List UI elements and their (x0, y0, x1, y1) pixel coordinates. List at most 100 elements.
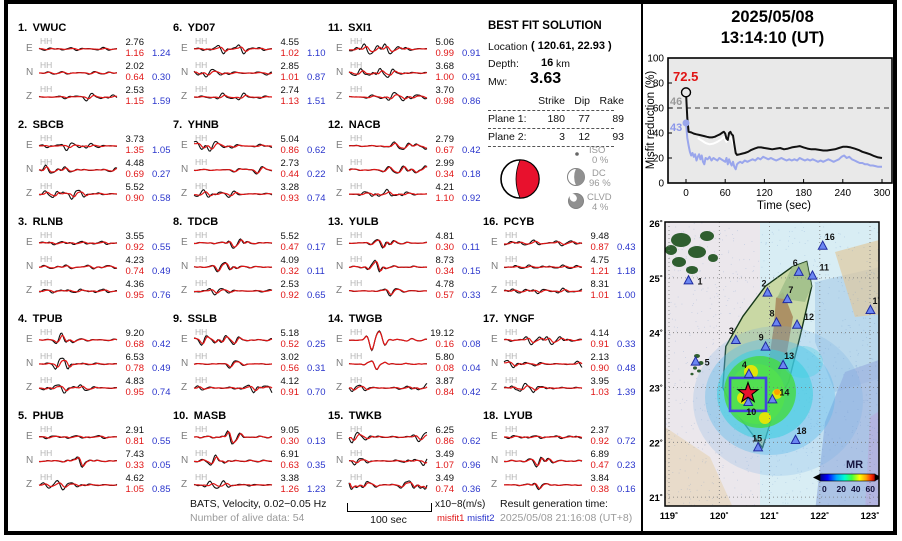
station-block: 13. YULB E HH 4.81 0.30 0.11 N HH 8.73 0.34 0.15 Z H… (324, 216, 486, 311)
svg-text:180: 180 (795, 188, 812, 199)
trace-values: 4.36 0.95 (102, 279, 145, 301)
station-block: 18. LYUB E HH 2.37 0.92 0.72 N HH 6.89 0.47 0.23 Z H… (479, 410, 641, 505)
dc-icon (567, 168, 585, 186)
misfit2-value: 0.74 (307, 193, 326, 204)
component-label: N (336, 67, 344, 78)
best-start-marker (680, 87, 692, 98)
map-lon-tick: 122˚ (810, 511, 829, 522)
amplitude-value: 2.53 (125, 85, 145, 96)
waveform-plot (503, 435, 583, 440)
trace-values: 2.79 0.67 (412, 134, 455, 156)
channel-label: HH (195, 36, 208, 46)
map-station-triangle (690, 355, 701, 366)
map-lon-tick: 120˚ (710, 511, 729, 522)
amplitude-value: 3.02 (280, 352, 300, 363)
misfit2-value: 0.48 (617, 363, 636, 374)
trace-row: E HH 5.04 0.86 0.62 (169, 133, 331, 158)
trace-values: 3.38 1.26 (257, 473, 300, 495)
map-lon-tick: 123˚ (860, 511, 879, 522)
misfit1-value: 1.35 (125, 145, 145, 156)
waveform-plot (38, 332, 118, 345)
amplitude-value: 3.95 (590, 376, 610, 387)
trace-values: 6.53 0.78 (102, 352, 145, 374)
misfit2-value: 0.27 (152, 169, 171, 180)
plane1-rake: 89 (612, 113, 624, 125)
channel-label: HH (350, 181, 363, 191)
svg-text:100: 100 (647, 54, 664, 65)
misfit1-value: 0.78 (125, 363, 145, 374)
misfit1-value: 1.13 (280, 96, 300, 107)
misfit1-value: 0.95 (125, 290, 145, 301)
trace-row: E HH 5.06 0.99 0.91 (324, 36, 486, 61)
component-label: E (181, 140, 188, 151)
gray-misfit-label: 46 (670, 96, 682, 108)
misfit1-value: 0.30 (280, 436, 300, 447)
channel-label: HH (40, 351, 53, 361)
map-station-triangle (777, 359, 789, 370)
channel-label: HH (505, 278, 518, 288)
plane2-label: Plane 2: (488, 131, 527, 143)
component-label: E (181, 43, 188, 54)
map-station-triangle (817, 239, 828, 250)
channel-label: HH (350, 278, 363, 288)
amplitude-value: 2.13 (590, 352, 610, 363)
amplitude-value: 3.84 (590, 473, 610, 484)
map-station-triangle (743, 396, 754, 406)
amplitude-value: 3.73 (125, 134, 145, 145)
mr-colorbar-tick: 0 (822, 484, 827, 494)
trace-row: N HH 2.85 1.01 0.87 (169, 60, 331, 85)
component-label: E (336, 140, 343, 151)
amplitude-value: 6.91 (280, 449, 300, 460)
component-label: N (26, 455, 34, 466)
trace-row: N HH 4.09 0.32 0.11 (169, 254, 331, 279)
trace-values: 2.85 1.01 (257, 61, 300, 83)
misfit2-value: 0.05 (152, 460, 171, 471)
map-station-number: 10 (746, 407, 756, 417)
chart-series-best-black (685, 92, 883, 159)
component-label: N (491, 261, 499, 272)
channel-label: HH (350, 133, 363, 143)
waveform-plot (193, 429, 273, 445)
misfit2-value: 0.96 (462, 460, 481, 471)
trace-values: 6.91 0.63 (257, 449, 300, 471)
component-label: N (491, 455, 499, 466)
misfit2-value: 0.17 (307, 242, 326, 253)
misfit2-value: 0.30 (152, 72, 171, 83)
component-label: N (26, 67, 34, 78)
trace-row: N HH 4.48 0.69 0.27 (14, 157, 176, 182)
misfit1-value: 1.10 (435, 193, 455, 204)
misfit2-value: 0.13 (307, 436, 326, 447)
channel-label: HH (40, 327, 53, 337)
amplitude-value: 4.36 (125, 279, 145, 290)
trace-row: Z HH 8.31 1.01 1.00 (479, 278, 641, 303)
trace-row: E HH 19.12 0.16 0.08 (324, 327, 486, 352)
station-header: 11. SXI1 (328, 22, 373, 34)
channel-label: HH (350, 472, 363, 482)
trace-row: E HH 2.37 0.92 0.72 (479, 424, 641, 449)
channel-label: HH (40, 133, 53, 143)
map-lat-tick: 25˚ (649, 274, 663, 285)
channel-label: HH (350, 254, 363, 264)
misfit1-value: 0.98 (435, 96, 455, 107)
channel-label: HH (40, 157, 53, 167)
map-station-number: 1 (698, 277, 703, 287)
map-station-number: 3 (729, 326, 734, 336)
map-station-number: 9 (759, 333, 764, 343)
trace-values: 8.73 0.34 (412, 255, 455, 277)
depth-unit: km (556, 58, 570, 70)
waveform-plot (38, 264, 118, 270)
waveform-plot (503, 239, 583, 247)
waveform-plot (348, 141, 428, 150)
trace-row: Z HH 4.78 0.57 0.33 (324, 278, 486, 303)
channel-label: HH (195, 181, 208, 191)
trace-values: 3.87 0.84 (412, 376, 455, 398)
trace-values: 3.49 0.74 (412, 473, 455, 495)
plane2-row: Plane 2: 3 12 93 (488, 129, 624, 147)
component-label: E (336, 43, 343, 54)
misfit2-value: 0.55 (152, 242, 171, 253)
misfit2-value: 0.36 (462, 484, 481, 495)
component-label: N (181, 261, 189, 272)
misfit1-value: 0.16 (435, 339, 455, 350)
misfit1-value: 0.92 (590, 436, 610, 447)
event-date: 2025/05/08 (731, 8, 814, 26)
